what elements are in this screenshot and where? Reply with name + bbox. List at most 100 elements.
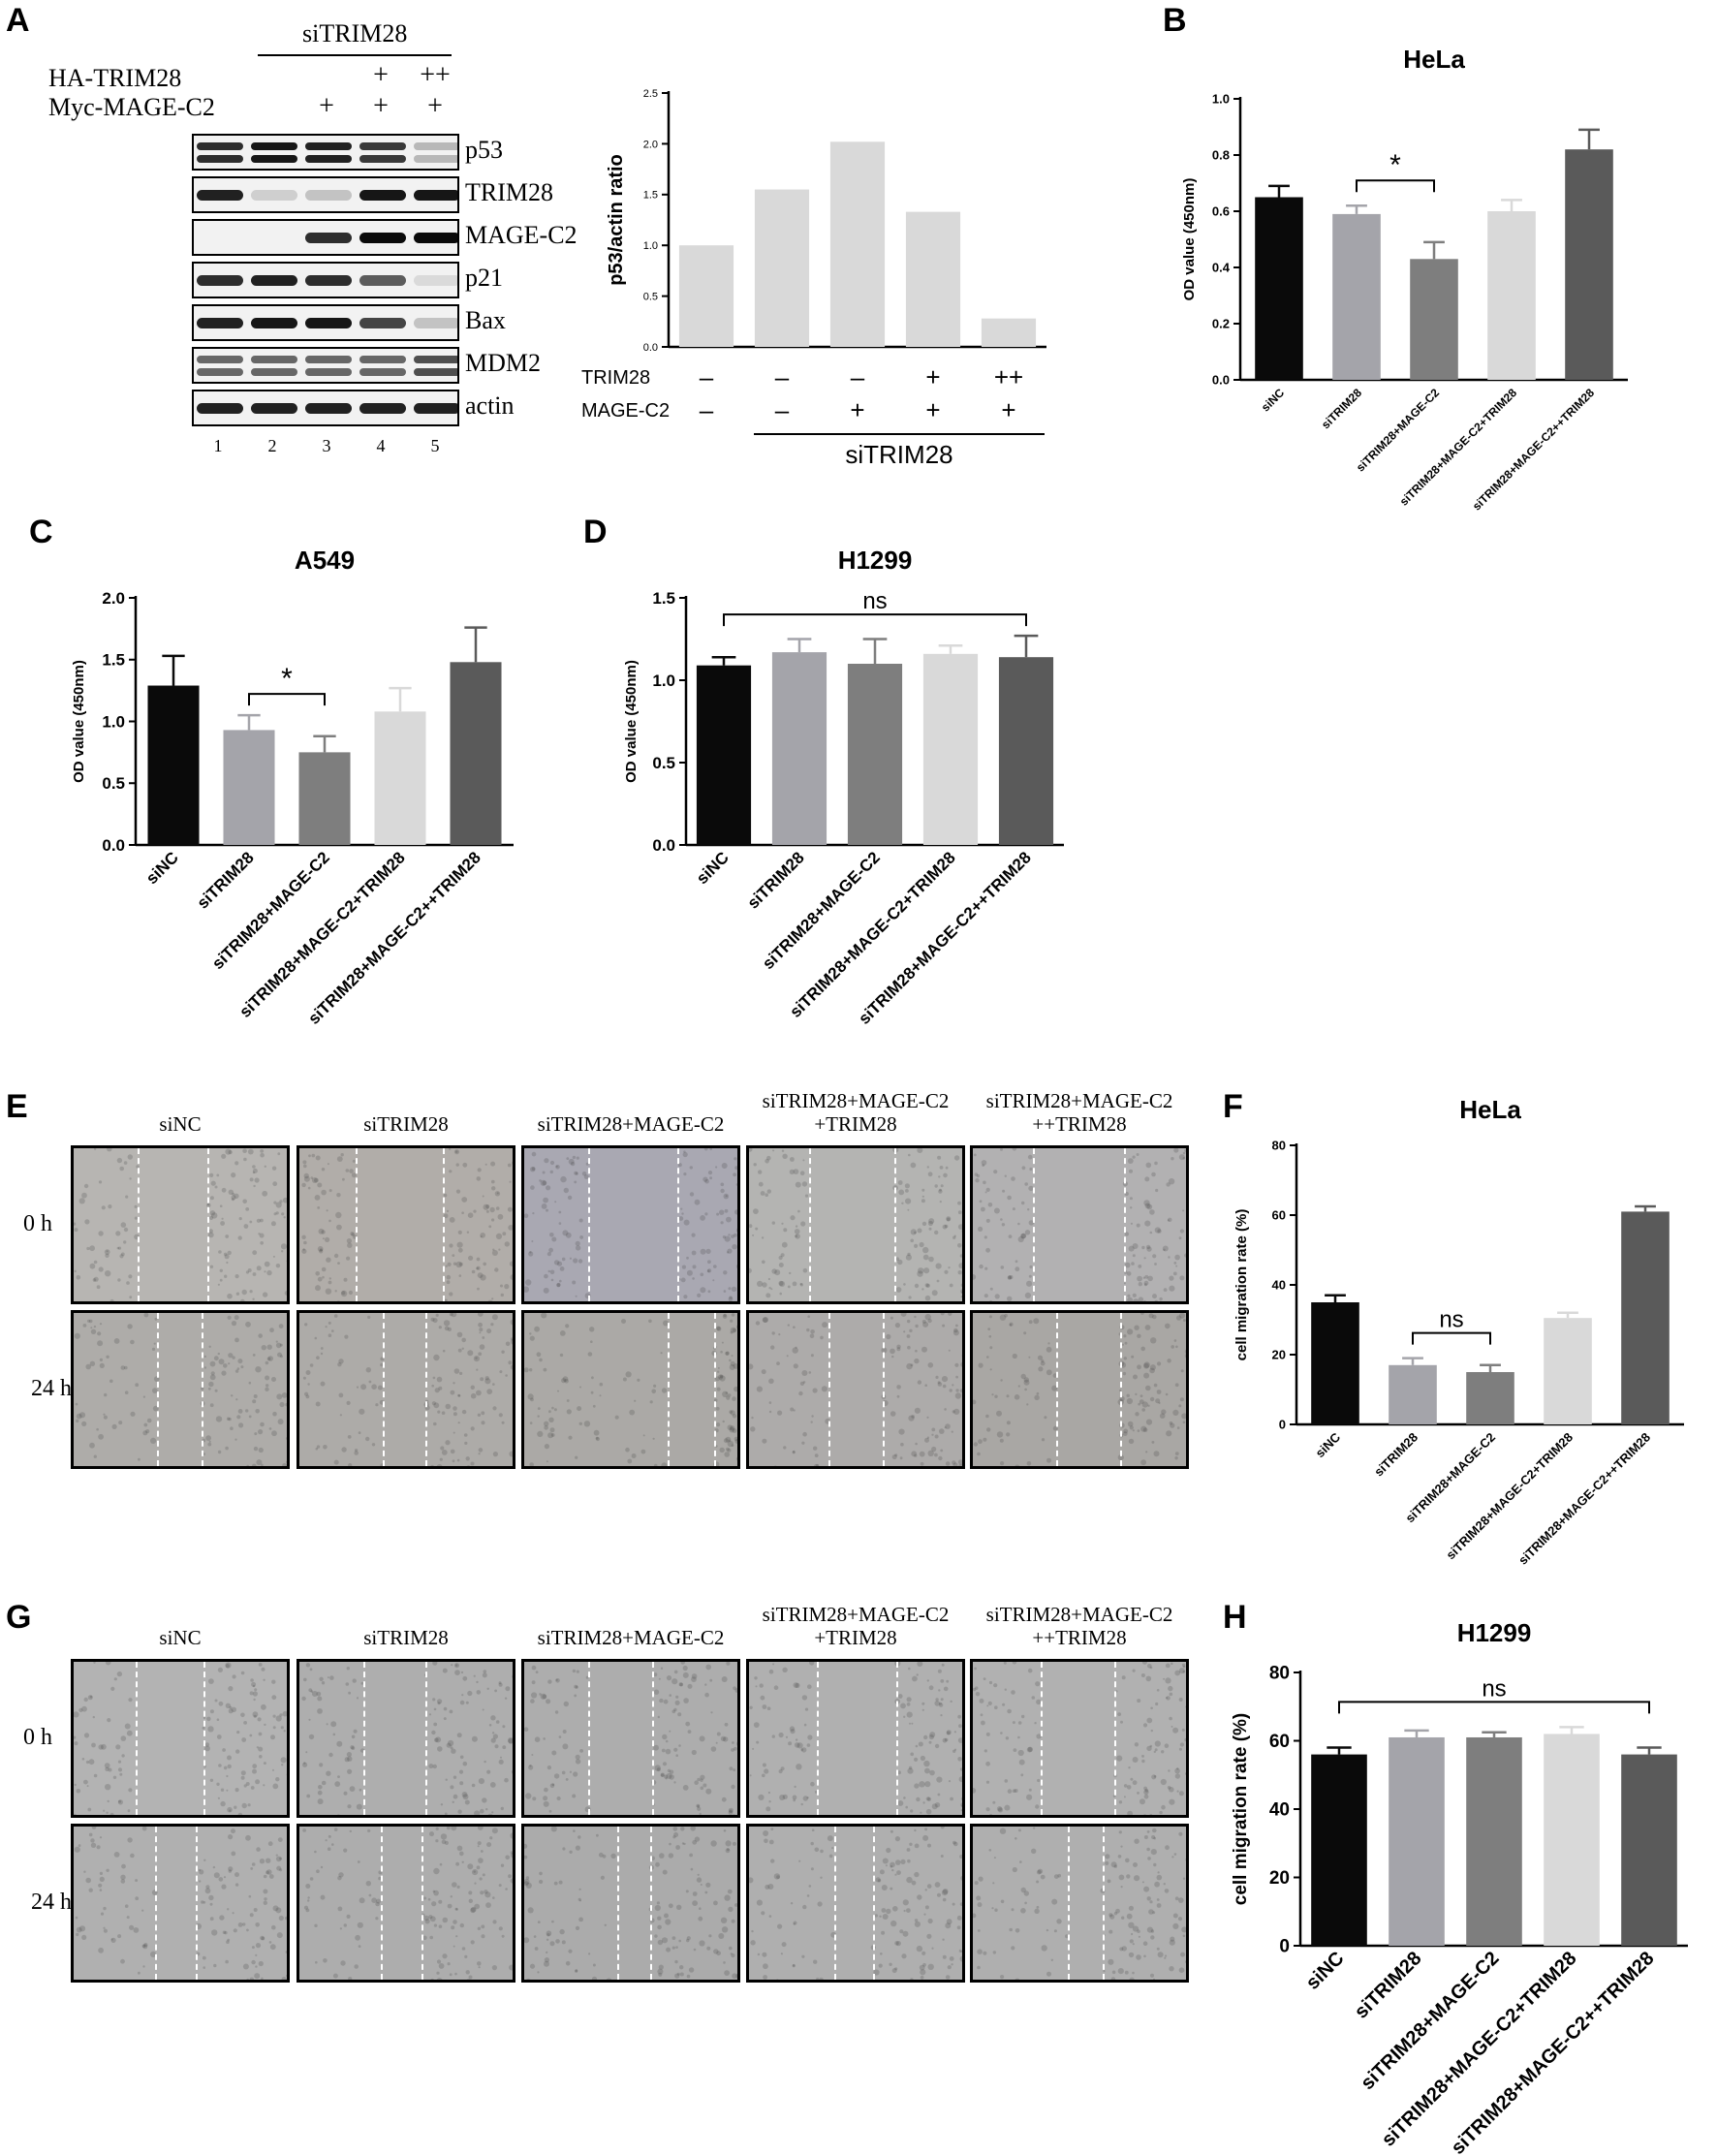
blot-band — [197, 403, 243, 414]
significance-label: ns — [1439, 1307, 1463, 1333]
ha-sign: + — [373, 60, 389, 90]
blot-band — [359, 233, 406, 243]
y-tick-label: 1.0 — [643, 240, 658, 252]
blot-band — [359, 190, 406, 201]
wound-edge-line — [1103, 1827, 1105, 1980]
cell-texture — [749, 1313, 962, 1466]
y-tick-label: 0.5 — [643, 291, 658, 302]
y-tick-label: 0 — [1279, 1418, 1286, 1432]
y-tick-label: 1.0 — [1212, 92, 1230, 107]
blot-band — [251, 368, 297, 376]
chart-title: HeLa — [1459, 1095, 1521, 1124]
y-tick-label: 80 — [1272, 1139, 1286, 1153]
cell-texture — [749, 1827, 962, 1980]
cell-texture — [74, 1827, 287, 1980]
wound-edge-line — [652, 1662, 654, 1815]
wound-edge-line — [136, 1662, 138, 1815]
significance-bracket — [1412, 1331, 1491, 1345]
wound-edge-line — [138, 1148, 140, 1301]
cell-texture — [524, 1313, 737, 1466]
wound-edge-line — [834, 1827, 836, 1980]
chart-body: HeLa 0.0 0.2 0.4 0.6 0.8 1.0 OD value (450nm) si… — [1181, 45, 1628, 514]
bar — [1621, 1211, 1670, 1424]
x-tick-label: siNC — [693, 848, 733, 888]
wound-image — [746, 1659, 965, 1818]
chart-title: A549 — [295, 547, 355, 575]
column-header-line: ++TRIM28 — [1032, 1626, 1127, 1649]
wound-image — [970, 1145, 1189, 1304]
cell-texture — [524, 1827, 737, 1980]
bar — [1255, 197, 1303, 380]
bar — [829, 141, 886, 347]
wound-edge-line — [363, 1662, 365, 1815]
chart-title: H1299 — [838, 547, 913, 575]
bar — [1410, 259, 1458, 380]
ratio-magec2-sign: + — [850, 395, 864, 424]
y-axis-label: OD value (450nm) — [1181, 178, 1198, 301]
wound-edge-line — [1056, 1313, 1058, 1466]
wound-image — [521, 1824, 740, 1983]
blot-row-ha-label: HA-TRIM28 — [48, 64, 182, 92]
y-axis-label: cell migration rate (%) — [1231, 1713, 1251, 1906]
column-header-line: siTRIM28+MAGE-C2 — [537, 1626, 725, 1649]
blot-band-label: p21 — [465, 264, 503, 292]
column-header: siTRIM28+MAGE-C2 ++TRIM28 — [970, 1603, 1189, 1649]
blot-band — [305, 233, 352, 243]
blot-band-label: actin — [465, 391, 515, 420]
y-tick-label: 0.5 — [652, 754, 675, 772]
panel-letter-b: B — [1163, 2, 1187, 39]
blot-band — [414, 318, 457, 328]
column-header-line: ++TRIM28 — [1032, 1112, 1127, 1136]
blot-group-label: siTRIM28 — [302, 19, 408, 47]
lane-number: 1 — [213, 436, 223, 455]
wound-edge-line — [425, 1313, 427, 1466]
cell-texture — [973, 1662, 1186, 1815]
column-header-line: +TRIM28 — [814, 1626, 897, 1649]
h1299-migration-chart: H1299 0 20 40 60 80 cell migration rate (%) siN… — [1231, 1618, 1688, 2156]
column-header: siTRIM28+MAGE-C2 — [521, 1626, 740, 1649]
ratio-magec2-sign: + — [1001, 395, 1015, 424]
wound-edge-line — [896, 1662, 898, 1815]
y-tick-label: 20 — [1272, 1348, 1286, 1362]
ratio-magec2-sign: + — [925, 395, 940, 424]
blot-strip — [192, 347, 459, 384]
wound-edge-line — [1124, 1148, 1126, 1301]
blot-band — [251, 142, 297, 150]
x-tick-label: siTRIM28 — [744, 848, 808, 912]
myc-sign: + — [373, 91, 389, 121]
blot-band — [197, 142, 243, 150]
wound-image — [970, 1310, 1189, 1469]
significance-bracket — [1338, 1701, 1650, 1714]
bar — [1311, 1302, 1359, 1424]
blot-band — [414, 275, 457, 286]
h1299-od-chart: H1299 0.0 0.5 1.0 1.5 OD value (450nm) siNC siT… — [623, 547, 1064, 1028]
bar — [1311, 1754, 1367, 1946]
column-header-line: +TRIM28 — [814, 1112, 897, 1136]
ratio-trim28-sign: + — [925, 362, 940, 391]
chart-body: A549 0.0 0.5 1.0 1.5 2.0 OD value (450nm) siNC s… — [71, 547, 514, 1028]
wound-image — [521, 1145, 740, 1304]
y-tick-label: 2.0 — [643, 139, 658, 150]
x-tick-label: siNC — [1302, 1948, 1349, 1994]
lane-number: 4 — [376, 436, 386, 455]
y-tick-label: 2.5 — [643, 88, 658, 100]
y-tick-label: 0.8 — [1212, 148, 1230, 163]
blot-band — [414, 233, 457, 243]
x-tick-label: siTRIM28 — [194, 848, 258, 912]
cell-texture — [973, 1148, 1186, 1301]
x-tick-label: siNC — [142, 848, 182, 888]
wound-edge-line — [425, 1662, 427, 1815]
y-tick-label: 1.0 — [652, 672, 675, 690]
cell-texture — [74, 1313, 287, 1466]
column-header-line: siTRIM28+MAGE-C2 — [762, 1089, 950, 1112]
blot-band — [197, 368, 243, 376]
ratio-trim28-sign: ++ — [994, 362, 1023, 391]
myc-sign: + — [319, 91, 334, 121]
column-header-line: siTRIM28 — [363, 1112, 449, 1136]
ha-sign: ++ — [420, 60, 451, 90]
p53-actin-ratio-chart: 0.0 0.5 1.0 1.5 2.0 2.5 p53/actin ratio TRIM28 M… — [581, 88, 1046, 469]
panel-letter-a: A — [6, 2, 30, 39]
blot-band-label: MDM2 — [465, 349, 542, 377]
significance-label: ns — [1482, 1675, 1506, 1702]
wound-image — [297, 1145, 515, 1304]
